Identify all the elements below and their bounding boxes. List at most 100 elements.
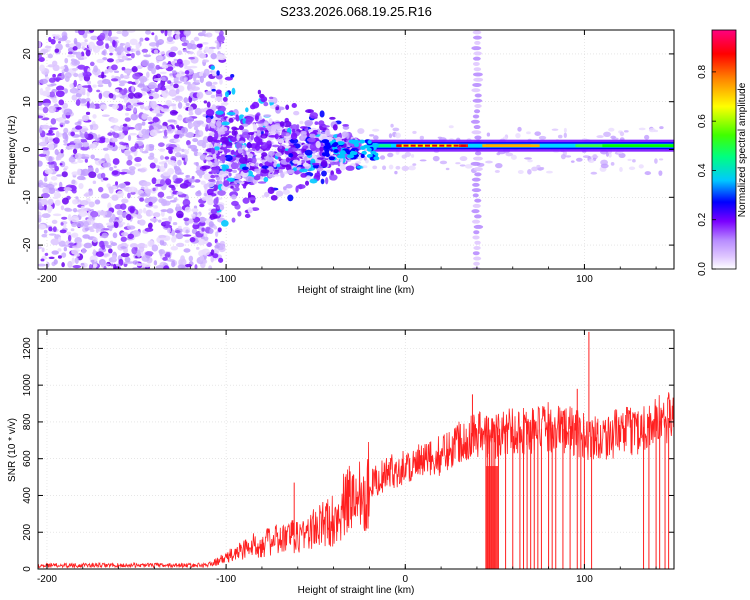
noise-blob — [59, 229, 67, 234]
bottom-x-axis: -200 -100 0 100 — [37, 330, 657, 585]
dispersed-blob — [300, 126, 307, 129]
noise-blob — [38, 127, 43, 134]
noise-blob — [71, 232, 79, 238]
noise-blob — [146, 116, 153, 121]
noise-blob — [167, 80, 172, 84]
noise-blob — [134, 78, 139, 85]
noise-blob — [193, 126, 199, 131]
noise-blob — [91, 123, 99, 131]
dispersed-blob — [230, 185, 234, 189]
noise-blob — [199, 203, 205, 208]
noise-blob — [212, 81, 218, 85]
noise-blob — [42, 106, 49, 114]
noise-blob — [158, 249, 166, 255]
dispersed-blob — [250, 162, 255, 167]
dispersed-blob — [290, 124, 299, 131]
dispersed-blob — [254, 168, 259, 172]
noise-blob — [111, 194, 119, 201]
streak-blob — [471, 177, 481, 182]
noise-blob — [110, 78, 119, 82]
dispersed-blob — [210, 147, 216, 155]
noise-blob — [176, 124, 180, 129]
noise-blob — [40, 184, 44, 189]
noise-blob — [58, 99, 65, 106]
bottom-y-tick-label: 200 — [22, 523, 33, 540]
noise-blob — [132, 73, 141, 80]
noise-blob — [44, 168, 53, 175]
dispersed-blob — [285, 104, 290, 110]
noise-blob — [90, 259, 95, 263]
noise-blob — [128, 126, 135, 130]
noise-blob — [157, 142, 165, 147]
noise-blob — [199, 153, 207, 161]
streak-blob — [472, 82, 482, 87]
noise-blob — [167, 119, 176, 123]
noise-blob — [188, 56, 195, 60]
streak-blob — [471, 188, 482, 193]
dispersed-blob — [305, 175, 312, 180]
noise-blob — [131, 247, 138, 255]
noise-blob — [150, 90, 156, 93]
noise-blob — [217, 189, 226, 196]
streak-blob — [472, 61, 480, 66]
noise-blob — [152, 117, 160, 123]
noise-blob — [161, 217, 169, 221]
sparse-blob — [485, 160, 493, 164]
noise-blob — [84, 158, 88, 163]
noise-blob — [129, 206, 135, 214]
noise-blob — [69, 87, 79, 94]
bottom-y-axis-label: SNR (10 * v/v) — [7, 418, 18, 482]
dispersed-blob — [329, 116, 336, 120]
carrier-start-blob — [366, 147, 372, 152]
noise-blob — [65, 43, 71, 48]
noise-blob — [47, 207, 52, 214]
dispersed-blob — [231, 194, 237, 200]
noise-blob — [105, 244, 112, 249]
sparse-blob — [527, 159, 533, 163]
noise-blob — [113, 221, 119, 229]
noise-blob — [163, 265, 170, 269]
dispersed-blob — [250, 133, 254, 141]
noise-blob — [55, 130, 60, 138]
noise-blob — [85, 49, 91, 57]
streak-blob — [474, 151, 482, 156]
dispersed-blob — [224, 130, 232, 134]
dispersed-blob — [217, 115, 221, 119]
noise-blob — [171, 236, 177, 243]
streak-blob — [473, 224, 484, 229]
top-y-axis: -20 -10 0 10 20 — [22, 48, 674, 252]
noise-blob — [88, 188, 94, 196]
dispersed-blob — [271, 124, 281, 130]
streak-blob — [474, 40, 481, 45]
noise-blob — [57, 236, 62, 243]
dispersed-blob — [214, 96, 224, 102]
noise-blob — [133, 107, 137, 113]
dispersed-blob — [225, 145, 233, 149]
noise-blob — [48, 226, 53, 232]
dispersed-blob — [300, 132, 308, 141]
noise-blob — [136, 249, 141, 256]
noise-blob — [52, 73, 56, 78]
dispersed-blob — [214, 149, 218, 154]
dispersed-blob — [207, 161, 213, 166]
noise-blob — [163, 135, 168, 139]
dispersed-blob — [296, 184, 306, 190]
dispersed-blob — [305, 180, 310, 186]
dispersed-blob — [252, 123, 256, 128]
dispersed-blob — [302, 162, 309, 168]
noise-blob — [38, 246, 43, 250]
sparse-blob — [531, 166, 538, 172]
sparse-blob — [496, 152, 501, 156]
sparse-blob — [419, 135, 425, 140]
noise-blob — [41, 233, 48, 238]
noise-blob — [192, 223, 200, 230]
noise-blob — [99, 32, 106, 40]
noise-blob — [95, 167, 99, 174]
noise-blob — [167, 159, 175, 165]
noise-blob — [210, 249, 215, 256]
noise-blob — [109, 137, 118, 143]
noise-blob — [164, 156, 170, 160]
noise-blob — [216, 35, 225, 43]
sparse-blob — [623, 130, 629, 133]
noise-blob — [81, 91, 86, 96]
